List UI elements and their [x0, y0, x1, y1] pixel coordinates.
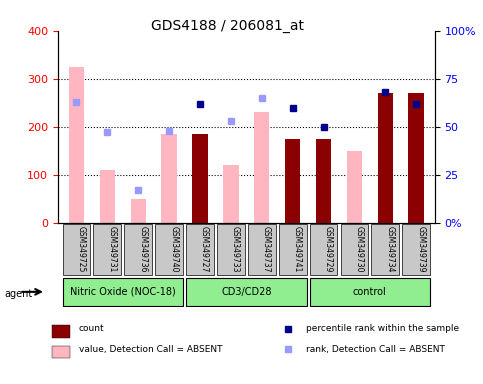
Text: rank, Detection Call = ABSENT: rank, Detection Call = ABSENT	[306, 345, 445, 354]
Bar	[316, 139, 331, 223]
Text: GSM349727: GSM349727	[200, 227, 209, 273]
FancyBboxPatch shape	[402, 224, 430, 275]
FancyBboxPatch shape	[63, 224, 90, 275]
Text: GSM349737: GSM349737	[262, 226, 271, 273]
Text: GDS4188 / 206081_at: GDS4188 / 206081_at	[151, 19, 303, 33]
FancyBboxPatch shape	[310, 224, 338, 275]
FancyBboxPatch shape	[155, 224, 183, 275]
Text: value, Detection Call = ABSENT: value, Detection Call = ABSENT	[79, 345, 223, 354]
Text: agent: agent	[5, 289, 33, 299]
Bar	[285, 139, 300, 223]
FancyBboxPatch shape	[63, 278, 183, 306]
Bar	[161, 134, 177, 223]
Text: GSM349731: GSM349731	[107, 227, 116, 273]
FancyBboxPatch shape	[217, 224, 245, 275]
Text: GSM349736: GSM349736	[138, 226, 147, 273]
FancyBboxPatch shape	[371, 224, 399, 275]
Bar	[378, 93, 393, 223]
FancyBboxPatch shape	[310, 278, 430, 306]
Bar	[69, 67, 84, 223]
Bar	[99, 170, 115, 223]
Bar	[52, 325, 70, 338]
Text: GSM349730: GSM349730	[355, 226, 363, 273]
FancyBboxPatch shape	[248, 224, 276, 275]
Bar	[347, 151, 362, 223]
Text: GSM349729: GSM349729	[324, 227, 332, 273]
FancyBboxPatch shape	[279, 224, 307, 275]
Text: count: count	[79, 324, 104, 333]
Text: GSM349734: GSM349734	[385, 226, 394, 273]
FancyBboxPatch shape	[124, 224, 152, 275]
Text: control: control	[353, 287, 387, 297]
FancyBboxPatch shape	[94, 224, 121, 275]
Bar	[409, 93, 424, 223]
FancyBboxPatch shape	[341, 224, 369, 275]
Text: percentile rank within the sample: percentile rank within the sample	[306, 324, 459, 333]
FancyBboxPatch shape	[186, 278, 307, 306]
Bar	[52, 346, 70, 358]
Text: GSM349741: GSM349741	[293, 227, 302, 273]
FancyBboxPatch shape	[186, 224, 214, 275]
Text: GSM349740: GSM349740	[169, 226, 178, 273]
Bar	[192, 134, 208, 223]
Text: Nitric Oxide (NOC-18): Nitric Oxide (NOC-18)	[70, 287, 176, 297]
Text: GSM349725: GSM349725	[76, 227, 85, 273]
Bar	[130, 199, 146, 223]
Text: GSM349733: GSM349733	[231, 226, 240, 273]
Text: CD3/CD28: CD3/CD28	[221, 287, 271, 297]
Bar	[254, 113, 270, 223]
Text: GSM349739: GSM349739	[416, 226, 425, 273]
Bar	[223, 165, 239, 223]
